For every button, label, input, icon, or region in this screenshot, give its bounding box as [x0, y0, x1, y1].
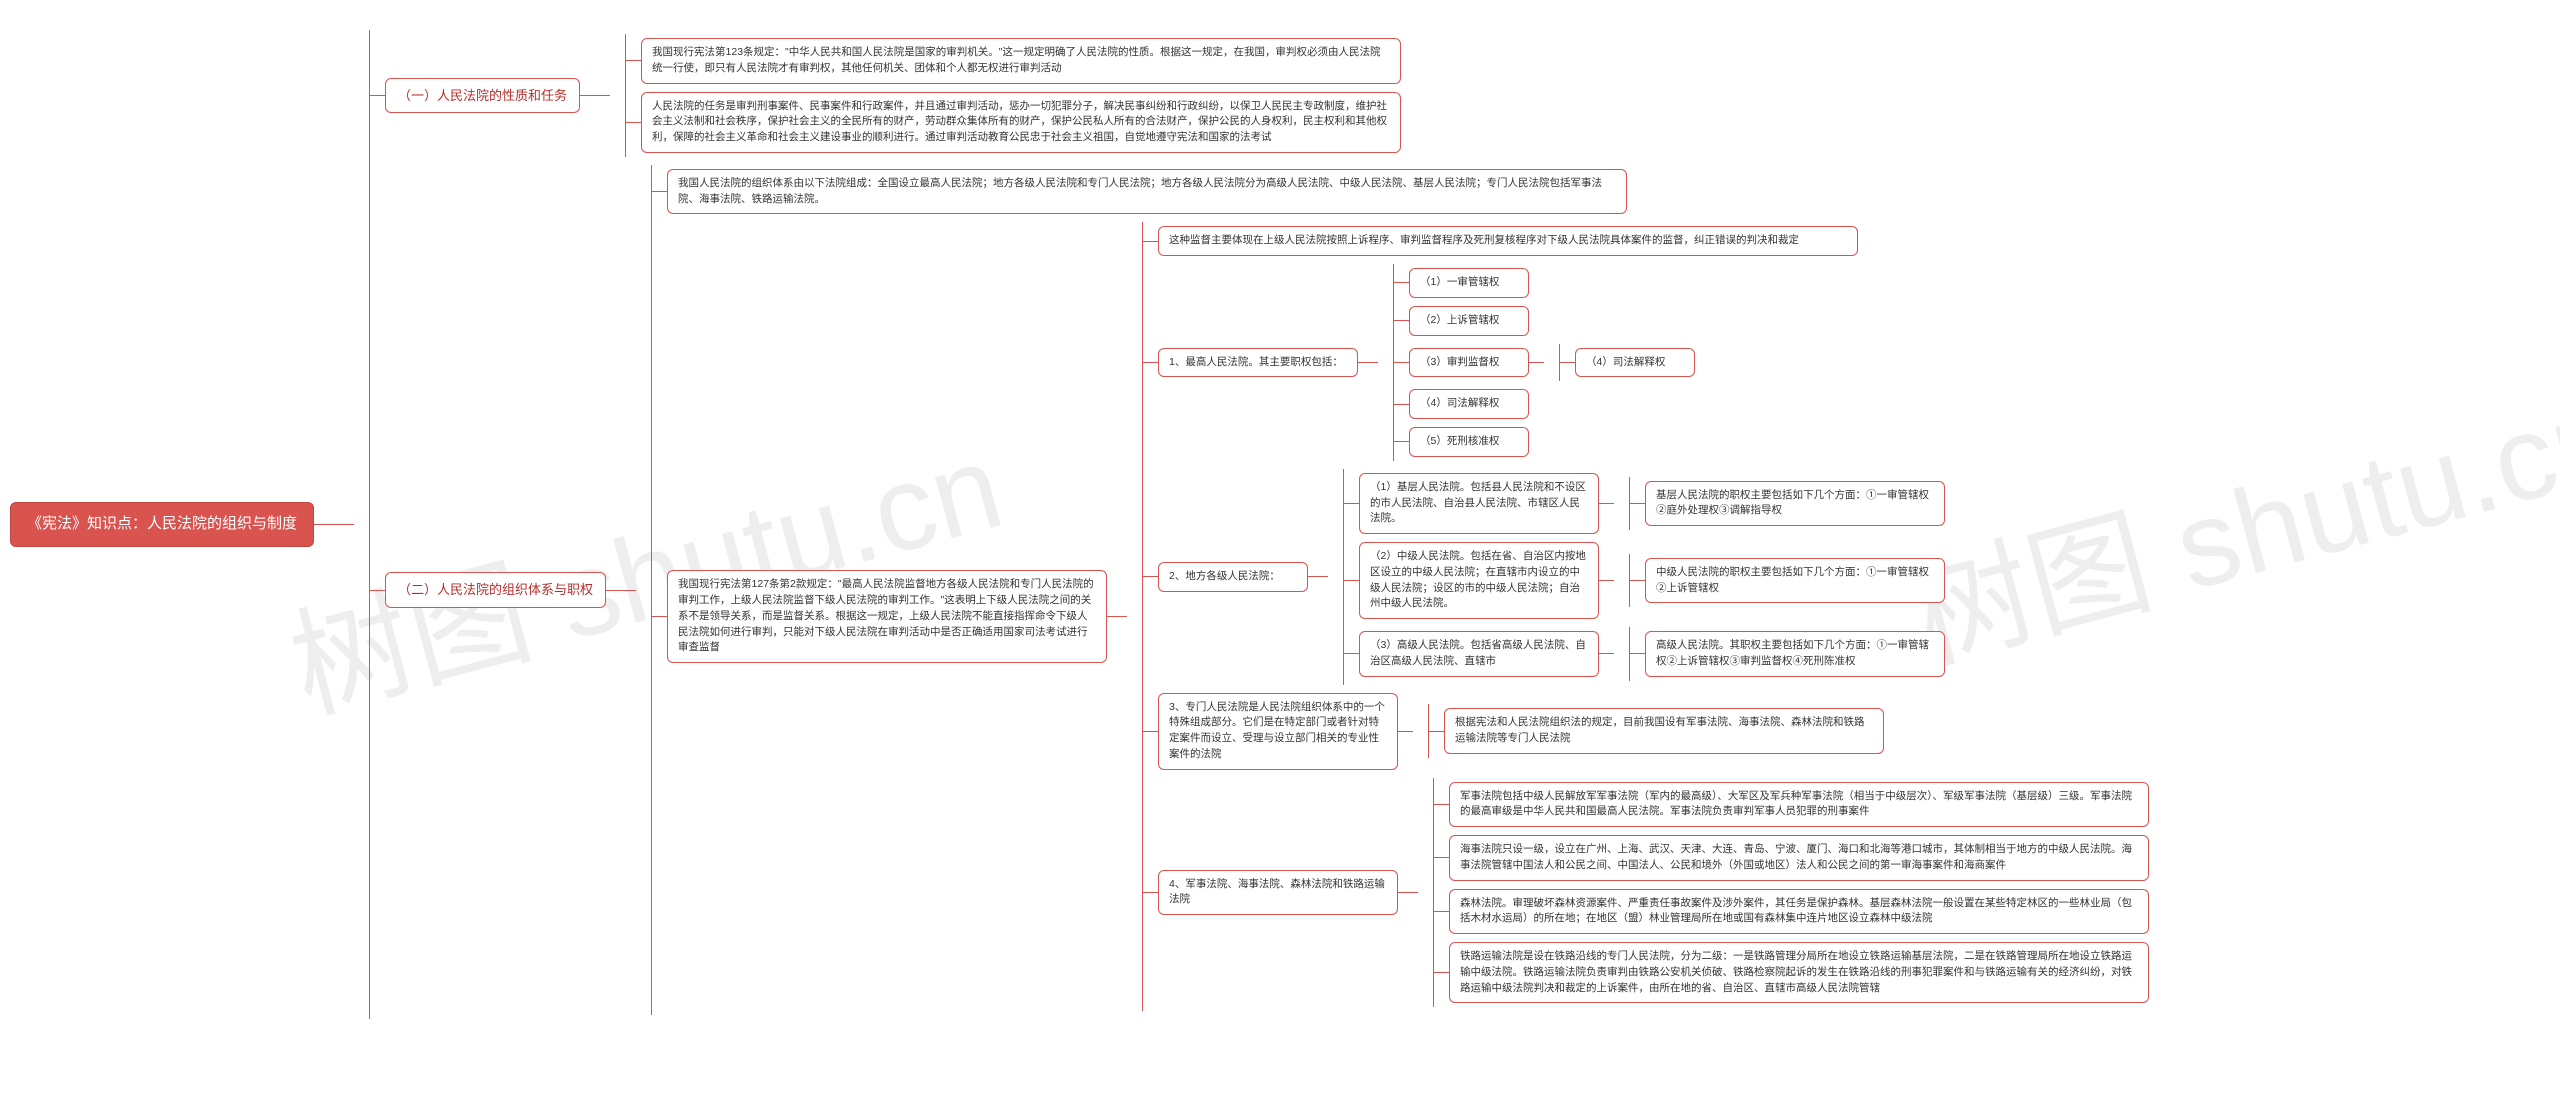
mindmap-root-container: 《宪法》知识点：人民法院的组织与制度 （一）人民法院的性质和任务 我国现行宪法第… — [10, 30, 2149, 1019]
mil-i2: 海事法院只设一级，设立在广州、上海、武汉、天津、大连、青岛、宁波、厦门、海口和北… — [1449, 835, 2149, 881]
lc-r3a: （3）高级人民法院。包括省高级人民法院、自治区高级人民法院、直辖市 — [1359, 631, 1599, 677]
section-2: （二）人民法院的组织体系与职权 — [385, 572, 606, 608]
s1-n2: 人民法院的任务是审判刑事案件、民事案件和行政案件，并且通过审判活动，惩办一切犯罪… — [641, 92, 1401, 153]
mil-i3: 森林法院。审理破坏森林资源案件、严重责任事故案件及涉外案件，其任务是保护森林。基… — [1449, 889, 2149, 935]
s2-n2: 我国现行宪法第127条第2款规定："最高人民法院监督地方各级人民法院和专门人民法… — [667, 570, 1107, 663]
sc-i5: （5）死刑核准权 — [1409, 427, 1529, 457]
lc-r1a: （1）基层人民法院。包括县人民法院和不设区的市人民法院、自治县人民法院、市辖区人… — [1359, 473, 1599, 534]
sc-i1: （1）一审管辖权 — [1409, 268, 1529, 298]
mil-i1: 军事法院包括中级人民解放军军事法院（军内的最高级）、大军区及军兵种军事法院（相当… — [1449, 782, 2149, 828]
s2-n2-c1: 这种监督主要体现在上级人民法院按照上诉程序、审判监督程序及死刑复核程序对下级人民… — [1158, 226, 1858, 256]
lc-r1b: 基层人民法院的职权主要包括如下几个方面：①一审管辖权②庭外处理权③调解指导权 — [1645, 481, 1945, 527]
lc-r3b: 高级人民法院。其职权主要包括如下几个方面：①一审管辖权②上诉管辖权③审判监督权④… — [1645, 631, 1945, 677]
section-1: （一）人民法院的性质和任务 — [385, 78, 580, 114]
s2-n1: 我国人民法院的组织体系由以下法院组成：全国设立最高人民法院；地方各级人民法院和专… — [667, 169, 1627, 215]
s2-special-courts: 3、专门人民法院是人民法院组织体系中的一个特殊组成部分。它们是在特定部门或者针对… — [1158, 693, 1398, 770]
s2-special-courts-b: 根据宪法和人民法院组织法的规定，目前我国设有军事法院、海事法院、森林法院和铁路运… — [1444, 708, 1884, 754]
s2-supreme-court: 1、最高人民法院。其主要职权包括： — [1158, 348, 1358, 378]
sc-i2: （2）上诉管辖权 — [1409, 306, 1529, 336]
lc-r2b: 中级人民法院的职权主要包括如下几个方面：①一审管辖权②上诉管辖权 — [1645, 558, 1945, 604]
mil-i4: 铁路运输法院是设在铁路沿线的专门人民法院，分为二级：一是铁路管理分局所在地设立铁… — [1449, 942, 2149, 1003]
sc-i4: （4）司法解释权 — [1409, 389, 1529, 419]
s2-local-courts: 2、地方各级人民法院： — [1158, 562, 1308, 592]
root-node: 《宪法》知识点：人民法院的组织与制度 — [10, 502, 314, 547]
s2-mil-etc: 4、军事法院、海事法院、森林法院和铁路运输法院 — [1158, 870, 1398, 916]
sc-i3-sub: （4）司法解释权 — [1575, 348, 1695, 378]
lc-r2a: （2）中级人民法院。包括在省、自治区内按地区设立的中级人民法院；在直辖市内设立的… — [1359, 542, 1599, 619]
sc-i3: （3）审判监督权 — [1409, 348, 1529, 378]
s1-n1: 我国现行宪法第123条规定："中华人民共和国人民法院是国家的审判机关。"这一规定… — [641, 38, 1401, 84]
